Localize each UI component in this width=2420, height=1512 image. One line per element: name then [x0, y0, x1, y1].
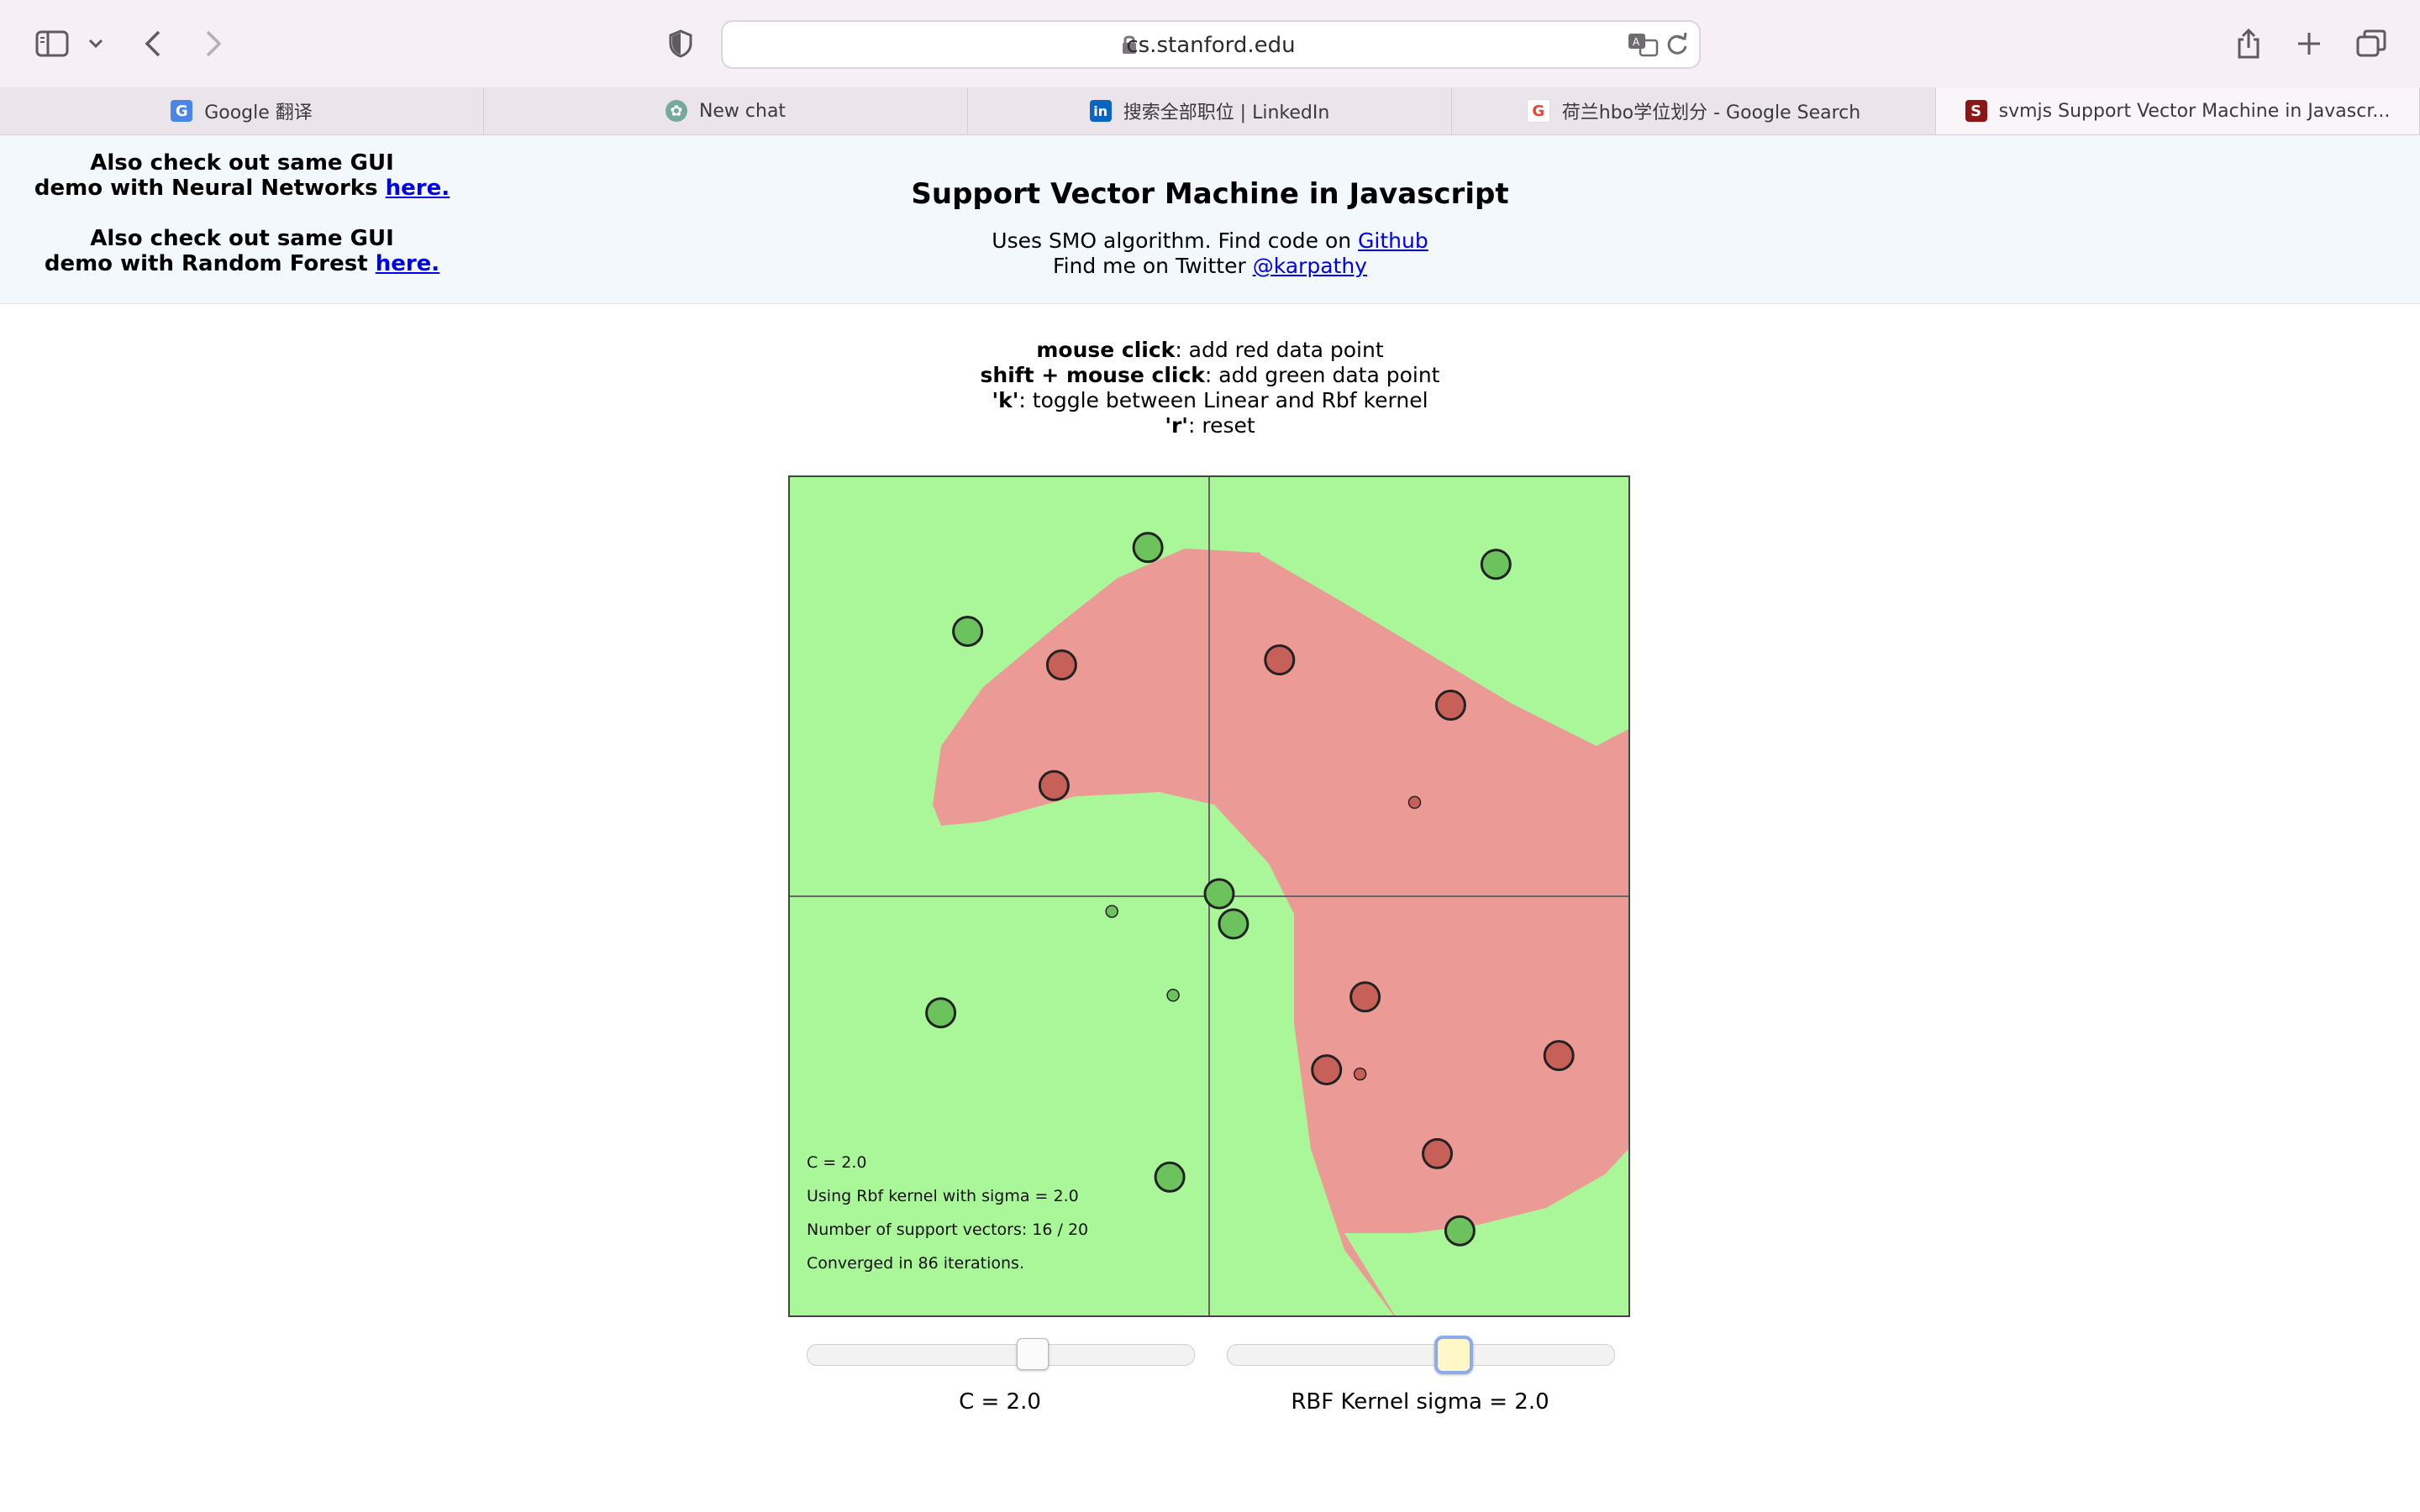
tab-overview-icon[interactable] [2353, 25, 2390, 62]
green-data-point-support-vector [1444, 1215, 1476, 1247]
red-data-point-support-vector [1434, 690, 1466, 721]
tab-label: svmjs Support Vector Machine in Javascr.… [1998, 100, 2391, 122]
green-data-point-support-vector [925, 997, 957, 1029]
google-icon: G [1526, 99, 1550, 123]
svm-plot[interactable] [790, 477, 1628, 1315]
red-data-point-support-vector [1264, 644, 1296, 676]
linkedin-icon: in [1089, 100, 1112, 122]
neural-net-link[interactable]: here. [385, 176, 450, 201]
svm-stats: C = 2.0 Using Rbf kernel with sigma = 2.… [807, 1146, 1088, 1280]
red-data-point-support-vector [1349, 981, 1381, 1013]
google-translate-icon: G [171, 100, 193, 122]
c-label: C = 2.0 [959, 1389, 1041, 1415]
green-data-point-support-vector [952, 616, 984, 648]
github-link[interactable]: Github [1358, 228, 1428, 253]
address-bar[interactable]: cs.stanford.edu A [721, 20, 1701, 69]
green-data-point-support-vector [1154, 1161, 1186, 1193]
green-bottom-region [1344, 1149, 1628, 1315]
red-data-point [1353, 1067, 1367, 1081]
red-data-point-support-vector [1311, 1054, 1343, 1086]
tab-label: Google 翻译 [204, 102, 313, 123]
green-data-point-support-vector [1132, 532, 1164, 564]
instruction-add-red: mouse click: add red data point [1036, 338, 1384, 362]
page-header: Also check out same GUI demo with Neural… [0, 135, 2420, 304]
svg-text:A: A [1633, 36, 1640, 48]
tab-svmjs[interactable]: S svmjs Support Vector Machine in Javasc… [1936, 87, 2420, 134]
green-data-point-support-vector [1218, 908, 1249, 940]
reload-icon[interactable] [1665, 32, 1689, 60]
instruction-toggle-kernel: 'k': toggle between Linear and Rbf kerne… [992, 388, 1428, 412]
instruction-reset: 'r': reset [1165, 413, 1255, 438]
chatgpt-icon: ✿ [665, 100, 687, 122]
browser-toolbar: cs.stanford.edu A [0, 0, 2420, 88]
neural-net-note: Also check out same GUI demo with Neural… [34, 150, 450, 201]
random-forest-link[interactable]: here. [375, 251, 440, 276]
code-line: Uses SMO algorithm. Find code on Github [992, 228, 1428, 253]
twitter-link[interactable]: @karpathy [1252, 254, 1367, 278]
green-data-point [1105, 905, 1118, 918]
twitter-line: Find me on Twitter @karpathy [1053, 254, 1367, 278]
url-text: cs.stanford.edu [1126, 33, 1296, 58]
translate-icon[interactable]: A [1627, 32, 1659, 60]
green-data-point-support-vector [1203, 878, 1235, 910]
svm-canvas[interactable]: C = 2.0 Using Rbf kernel with sigma = 2.… [788, 475, 1630, 1317]
tab-label: 搜索全部职位 | LinkedIn [1123, 102, 1330, 123]
new-tab-icon[interactable] [2292, 25, 2326, 62]
c-slider[interactable] [807, 1338, 1195, 1370]
share-icon[interactable] [2232, 25, 2265, 62]
green-data-point [1166, 989, 1180, 1002]
sigma-label: RBF Kernel sigma = 2.0 [1291, 1389, 1549, 1415]
tab-label: 荷兰hbo学位划分 - Google Search [1561, 102, 1861, 123]
stanford-icon: S [1965, 100, 1987, 122]
back-icon[interactable] [138, 25, 168, 62]
red-data-point-support-vector [1422, 1137, 1453, 1169]
green-data-point-support-vector [1480, 549, 1512, 580]
red-data-point [1407, 795, 1422, 809]
stat-c: C = 2.0 [807, 1153, 867, 1172]
tab-label: New chat [698, 100, 786, 122]
page-title: Support Vector Machine in Javascript [911, 177, 1509, 211]
stat-support-vectors: Number of support vectors: 16 / 20 [807, 1221, 1089, 1239]
forward-icon[interactable] [198, 25, 229, 62]
sigma-slider[interactable] [1227, 1336, 1615, 1374]
stat-converged: Converged in 86 iterations. [807, 1254, 1024, 1273]
red-data-point-support-vector [1543, 1040, 1575, 1072]
tab-new-chat[interactable]: ✿ New chat [484, 87, 968, 134]
tab-google-translate[interactable]: G Google 翻译 [0, 87, 484, 134]
tab-linkedin[interactable]: in 搜索全部职位 | LinkedIn [968, 87, 1452, 134]
instruction-add-green: shift + mouse click: add green data poin… [980, 363, 1440, 387]
tab-google-search[interactable]: G 荷兰hbo学位划分 - Google Search [1452, 87, 1936, 134]
chevron-down-icon[interactable] [84, 25, 108, 62]
red-data-point-support-vector [1045, 649, 1077, 681]
tab-bar: G Google 翻译 ✿ New chat in 搜索全部职位 | Linke… [0, 87, 2420, 135]
data-points [925, 532, 1575, 1247]
sigma-slider-thumb[interactable] [1434, 1336, 1473, 1374]
green-top-right-region [1260, 477, 1628, 746]
c-slider-thumb[interactable] [1016, 1338, 1049, 1370]
lock-icon [1121, 34, 1138, 59]
privacy-shield-icon[interactable] [664, 25, 697, 62]
stat-kernel: Using Rbf kernel with sigma = 2.0 [807, 1187, 1079, 1205]
sidebar-toggle-icon[interactable] [32, 25, 72, 62]
red-data-point-support-vector [1038, 769, 1070, 801]
random-forest-note: Also check out same GUI demo with Random… [44, 226, 440, 276]
